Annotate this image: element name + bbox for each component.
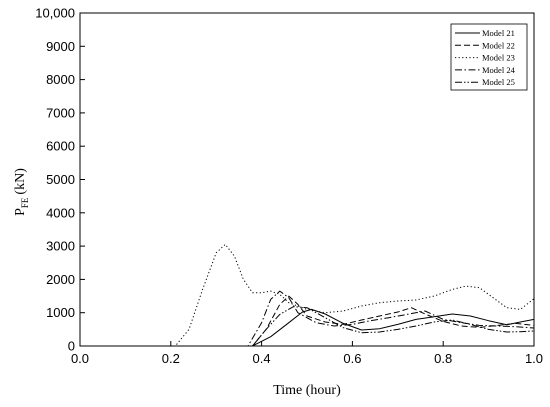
series-line-2 <box>80 295 535 347</box>
x-tick-label: 0.8 <box>434 351 452 366</box>
x-axis-ticks: 0.0 0.2 0.4 0.6 0.8 1.0 <box>71 341 543 366</box>
y-tick-label: 1000 <box>46 305 75 320</box>
y-tick-label: 6000 <box>46 139 75 154</box>
series-line-3 <box>80 243 535 347</box>
legend-label: Model 21 <box>482 28 515 38</box>
series-line-5 <box>80 306 535 347</box>
x-tick-label: 1.0 <box>525 351 543 366</box>
svg-text:PFE(kN): PFE (kN) <box>13 168 30 216</box>
legend-label: Model 22 <box>482 40 515 50</box>
series-lines <box>80 243 535 347</box>
y-tick-label: 8000 <box>46 72 75 87</box>
x-tick-label: 0.6 <box>343 351 361 366</box>
y-tick-label: 3000 <box>46 239 75 254</box>
y-tick-label: 2000 <box>46 272 75 287</box>
y-axis-label-unit: (kN) <box>13 168 28 195</box>
series-line-4 <box>80 290 535 347</box>
x-tick-label: 0.0 <box>71 351 89 366</box>
legend-label: Model 23 <box>482 53 515 63</box>
series-line-1 <box>80 308 535 347</box>
legend-box <box>450 23 528 91</box>
y-axis-label: PFE (kN) <box>13 168 30 216</box>
y-tick-label: 7000 <box>46 105 75 120</box>
y-tick-label: 4000 <box>46 205 75 220</box>
x-axis-label: Time (hour) <box>273 383 341 398</box>
y-tick-label: 9000 <box>46 39 75 54</box>
x-tick-label: 0.4 <box>253 351 271 366</box>
y-tick-label: 0 <box>68 339 75 354</box>
y-axis-ticks: 0 1000 2000 3000 4000 5000 6000 7000 8000 9000 10,… <box>35 6 85 354</box>
y-tick-label: 5000 <box>46 172 75 187</box>
legend-label: Model 25 <box>482 77 515 87</box>
y-axis-label-main: P <box>13 208 28 216</box>
legend: Model 21 Model 22 Model 23 Model 24 Model 25 <box>450 23 528 91</box>
legend-label: Model 24 <box>482 65 516 75</box>
y-axis-label-subscript: FE <box>20 197 30 208</box>
x-tick-label: 0.2 <box>162 351 180 366</box>
y-tick-label: 10,000 <box>35 6 75 21</box>
